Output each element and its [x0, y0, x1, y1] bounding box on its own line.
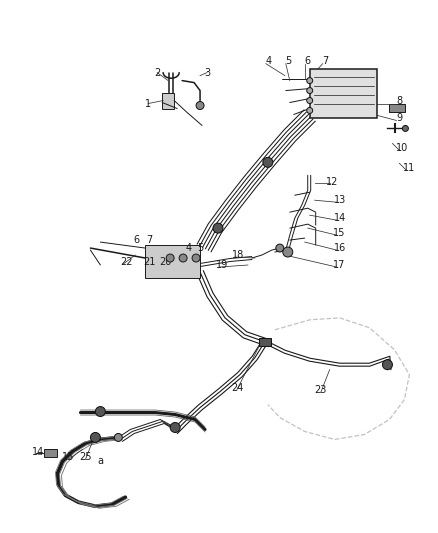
Text: 14: 14 [32, 447, 45, 457]
Circle shape [213, 223, 223, 233]
Text: 14: 14 [333, 213, 346, 223]
Text: 6: 6 [305, 55, 311, 66]
Polygon shape [162, 93, 174, 109]
Text: 18: 18 [232, 250, 244, 260]
Circle shape [166, 254, 174, 262]
Circle shape [382, 360, 392, 370]
Text: 5: 5 [286, 55, 292, 66]
Circle shape [95, 407, 106, 416]
Text: 15: 15 [333, 228, 346, 238]
Text: 21: 21 [143, 257, 155, 267]
Text: 8: 8 [396, 95, 403, 106]
Text: 5: 5 [197, 243, 203, 253]
Text: 17: 17 [333, 260, 346, 270]
Text: 2: 2 [154, 68, 160, 78]
Circle shape [196, 101, 204, 109]
Text: 13: 13 [333, 195, 346, 205]
Text: 25: 25 [79, 453, 92, 463]
Text: 9: 9 [396, 114, 403, 124]
Text: 1: 1 [145, 99, 151, 109]
Circle shape [263, 157, 273, 167]
Polygon shape [310, 69, 378, 118]
Circle shape [90, 432, 100, 442]
Circle shape [403, 125, 408, 132]
Polygon shape [389, 103, 406, 112]
Text: 20: 20 [159, 257, 171, 267]
Text: 4: 4 [186, 243, 192, 253]
Polygon shape [259, 338, 271, 346]
Circle shape [283, 247, 293, 257]
Text: 24: 24 [231, 383, 243, 393]
Text: 10: 10 [396, 143, 409, 154]
Circle shape [307, 87, 313, 94]
Text: 12: 12 [326, 177, 339, 187]
Text: 15: 15 [62, 453, 74, 463]
Text: 4: 4 [266, 55, 272, 66]
Circle shape [192, 254, 200, 262]
Circle shape [276, 244, 284, 252]
Text: a: a [97, 456, 103, 466]
Text: 6: 6 [133, 235, 139, 245]
Text: 16: 16 [333, 243, 346, 253]
Text: 7: 7 [146, 235, 152, 245]
Text: 7: 7 [322, 55, 329, 66]
Polygon shape [43, 449, 57, 457]
Text: 19: 19 [216, 260, 228, 270]
Text: 23: 23 [314, 385, 327, 394]
Circle shape [114, 433, 122, 441]
Polygon shape [145, 245, 200, 278]
Circle shape [307, 98, 313, 103]
Circle shape [179, 254, 187, 262]
Text: 3: 3 [204, 68, 210, 78]
Circle shape [307, 108, 313, 114]
Circle shape [307, 78, 313, 84]
Text: 22: 22 [120, 257, 133, 267]
Circle shape [170, 423, 180, 432]
Text: 11: 11 [403, 163, 416, 173]
